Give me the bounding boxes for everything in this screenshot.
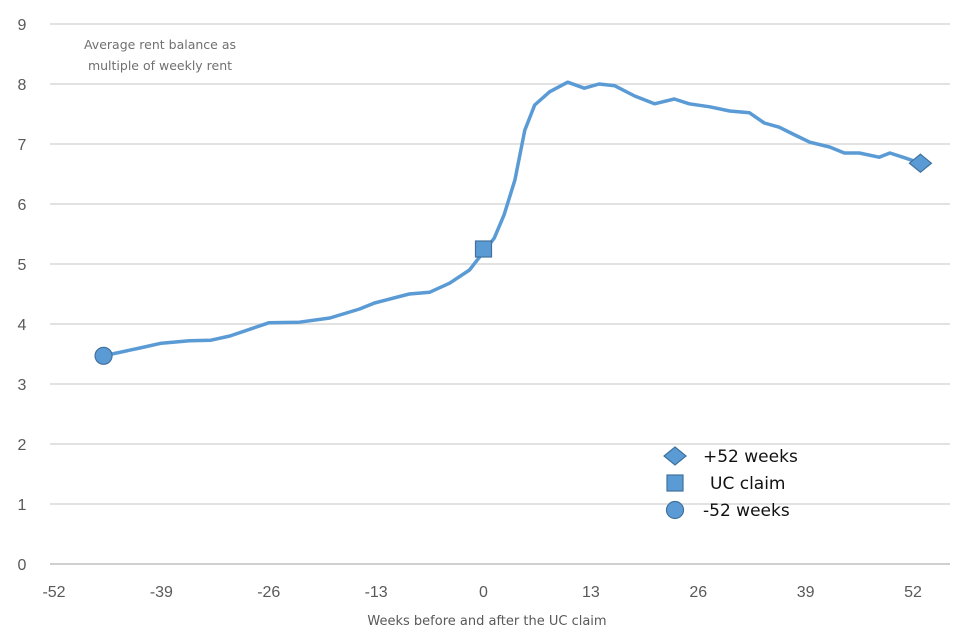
legend-circle-icon <box>665 500 685 520</box>
legend-diamond-icon <box>663 446 687 466</box>
y-tick-label: 6 <box>18 197 27 214</box>
x-tick-label: 0 <box>479 584 488 601</box>
y-tick-label: 2 <box>18 437 27 454</box>
y-tick-label: 0 <box>18 557 27 574</box>
y-tick-label: 1 <box>18 497 27 514</box>
x-tick-label: -52 <box>42 584 65 601</box>
x-tick-label: -13 <box>365 584 388 601</box>
annotation-line-1: Average rent balance as <box>84 37 236 52</box>
x-axis-label: Weeks before and after the UC claim <box>367 614 606 629</box>
x-tick-labels: -52 -39 -26 -13 0 13 26 39 52 <box>42 584 922 601</box>
y-tick-label: 7 <box>18 137 27 154</box>
x-tick-label: -26 <box>257 584 280 601</box>
markers <box>94 153 933 365</box>
legend-square-icon <box>666 474 684 492</box>
series-line <box>101 80 923 358</box>
x-tick-label: 39 <box>797 584 815 601</box>
legend: +52 weeks UC claim -52 weeks <box>663 446 798 521</box>
x-tick-label: 26 <box>689 584 707 601</box>
legend-label: UC claim <box>710 474 786 494</box>
x-tick-label: -39 <box>150 584 173 601</box>
diamond-marker <box>908 153 933 173</box>
square-marker <box>474 240 493 258</box>
legend-label: -52 weeks <box>703 501 790 521</box>
y-tick-label: 8 <box>18 77 27 94</box>
annotation-line-2: multiple of weekly rent <box>88 58 232 73</box>
y-tick-labels: 0 1 2 3 4 5 6 7 8 9 <box>18 17 27 574</box>
circle-marker <box>94 346 113 365</box>
y-tick-label: 3 <box>18 377 27 394</box>
x-tick-label: 13 <box>582 584 600 601</box>
y-tick-label: 9 <box>18 17 27 34</box>
legend-label: +52 weeks <box>703 447 798 467</box>
gridlines <box>50 23 950 565</box>
y-tick-label: 4 <box>18 317 27 334</box>
x-tick-label: 52 <box>904 584 922 601</box>
y-tick-label: 5 <box>18 257 27 274</box>
